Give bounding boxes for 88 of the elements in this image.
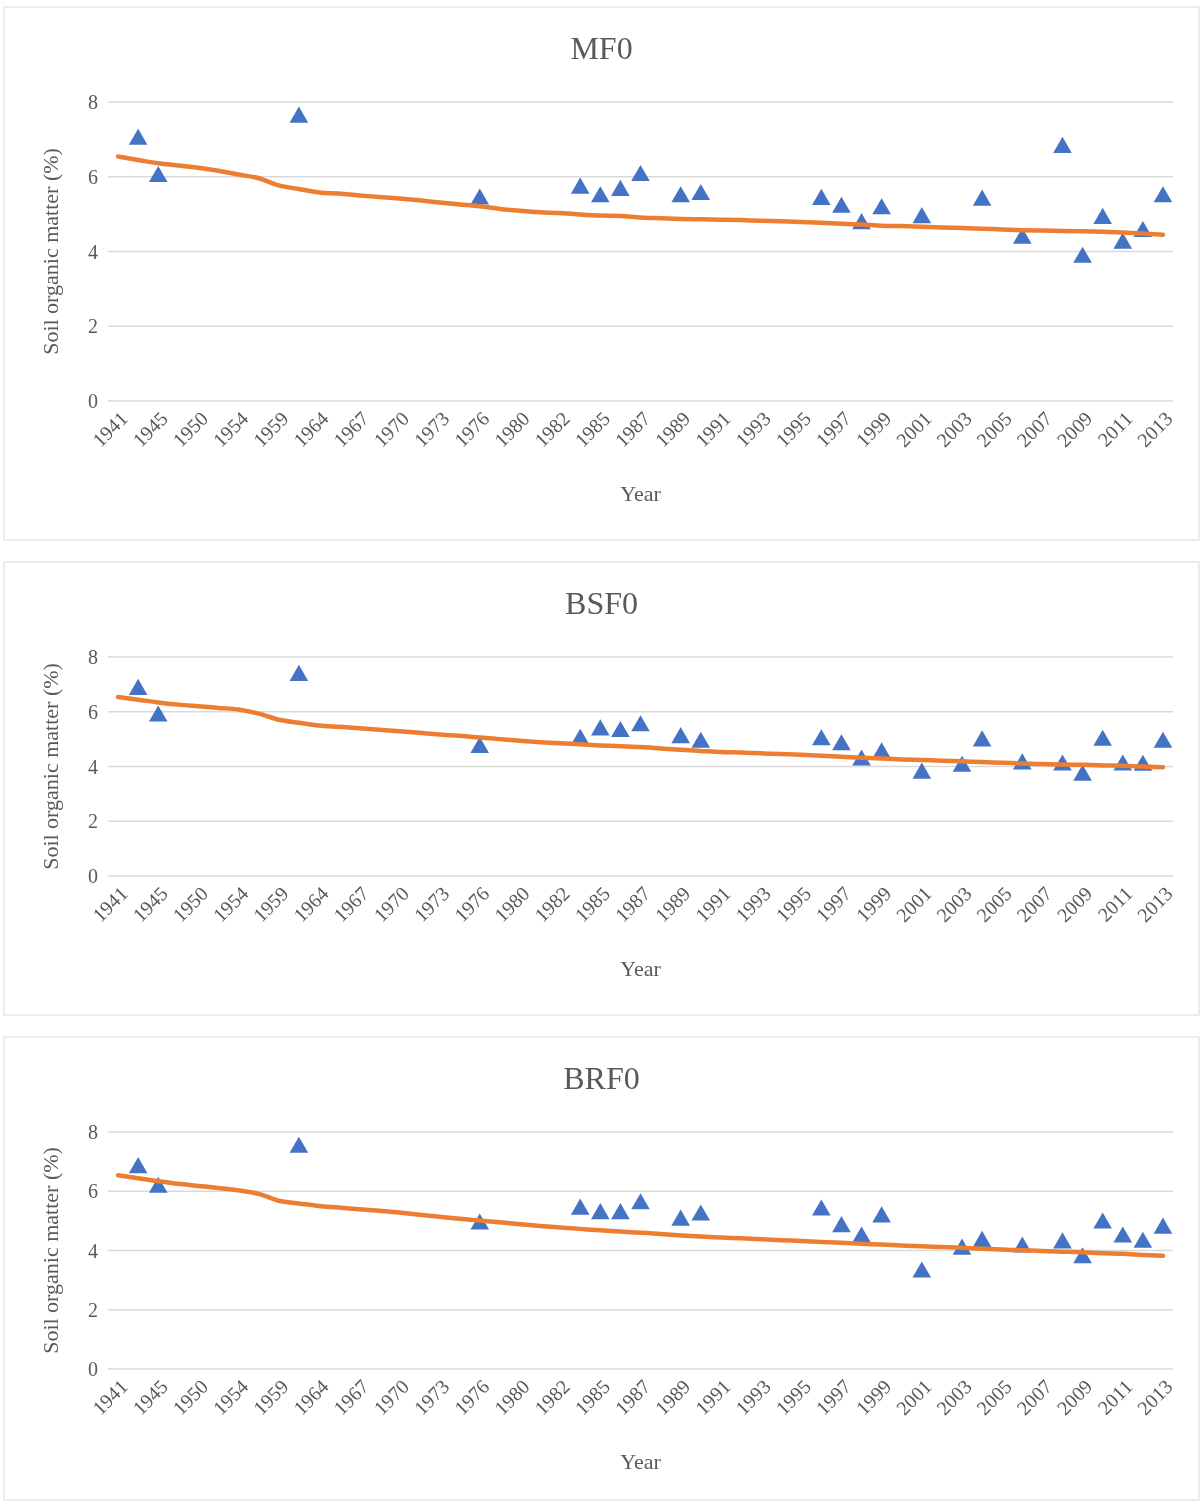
point [289, 106, 309, 123]
x-tick-label: 1950 [168, 1375, 213, 1420]
point [671, 1209, 690, 1226]
point [570, 177, 590, 194]
point [591, 1203, 610, 1220]
y-tick-label: 4 [88, 1239, 98, 1262]
x-tick-label: 1950 [168, 882, 213, 927]
point [289, 1136, 309, 1153]
point [611, 1203, 630, 1220]
y-axis-title: Soil organic matter (%) [38, 663, 63, 870]
x-tick-label: 1999 [851, 1375, 896, 1420]
point [631, 1193, 650, 1210]
point [812, 188, 831, 205]
point [611, 179, 630, 196]
point [812, 729, 831, 746]
point [1053, 1232, 1072, 1249]
point [611, 720, 630, 738]
x-tick-label: 1970 [369, 1375, 414, 1420]
chart-title: BSF0 [565, 585, 638, 621]
point [671, 186, 690, 203]
point [912, 207, 932, 224]
y-tick-label: 2 [88, 810, 98, 833]
point [872, 198, 891, 215]
x-tick-label: 2011 [1093, 882, 1137, 926]
point [1093, 1212, 1112, 1229]
chart-title: MF0 [570, 30, 633, 66]
point [1073, 246, 1092, 263]
point [591, 719, 610, 736]
point [832, 734, 851, 751]
point [128, 678, 148, 695]
point [691, 1204, 711, 1221]
x-tick-label: 2011 [1093, 1375, 1137, 1419]
point [812, 1199, 831, 1216]
y-tick-label: 8 [88, 646, 98, 668]
point [691, 183, 711, 201]
point [1133, 1231, 1153, 1248]
point [1093, 207, 1112, 224]
y-axis-title: Soil organic matter (%) [38, 1147, 63, 1354]
x-tick-label: 1959 [248, 407, 293, 452]
point [1053, 136, 1072, 153]
point [148, 705, 168, 722]
point [591, 186, 610, 203]
point [570, 1198, 590, 1215]
point [912, 1261, 932, 1278]
point [972, 189, 992, 206]
point [289, 664, 309, 681]
point [872, 1206, 891, 1223]
point [1153, 731, 1173, 748]
point [128, 1157, 148, 1174]
y-tick-label: 2 [88, 1298, 98, 1321]
point [1153, 1217, 1173, 1234]
x-axis-title: Year [620, 481, 662, 506]
point [832, 1216, 851, 1233]
line-series [115, 694, 1166, 770]
point [631, 164, 650, 181]
point [972, 730, 992, 747]
point [1153, 186, 1173, 203]
y-tick-label: 8 [88, 1121, 98, 1143]
y-tick-label: 6 [88, 165, 98, 188]
x-axis-title: Year [620, 1449, 662, 1474]
point [832, 196, 851, 213]
x-axis-title: Year [620, 956, 662, 981]
point [691, 731, 711, 748]
x-tick-label: 1959 [248, 882, 293, 927]
x-tick-label: 1959 [248, 1375, 293, 1420]
x-tick-label: 1970 [369, 882, 414, 927]
y-tick-label: 6 [88, 700, 98, 723]
x-tick-label: 1950 [168, 407, 213, 452]
point [671, 727, 690, 744]
x-tick-label: 1999 [851, 882, 896, 927]
point [1113, 1226, 1133, 1243]
y-tick-label: 4 [88, 240, 98, 263]
y-tick-label: 6 [88, 1180, 98, 1203]
point [128, 128, 148, 145]
point [972, 1230, 992, 1247]
chart-title: BRF0 [563, 1060, 640, 1096]
x-tick-label: 1970 [369, 407, 414, 452]
y-axis-title: Soil organic matter (%) [38, 148, 63, 355]
y-tick-label: 2 [88, 315, 98, 338]
x-tick-label: 1999 [851, 407, 896, 452]
point [1093, 729, 1112, 746]
y-tick-label: 8 [88, 91, 98, 113]
point [1113, 232, 1133, 249]
y-tick-label: 4 [88, 755, 98, 778]
point [148, 166, 168, 183]
point [631, 715, 650, 732]
point [912, 762, 932, 779]
x-tick-label: 2011 [1093, 407, 1137, 451]
